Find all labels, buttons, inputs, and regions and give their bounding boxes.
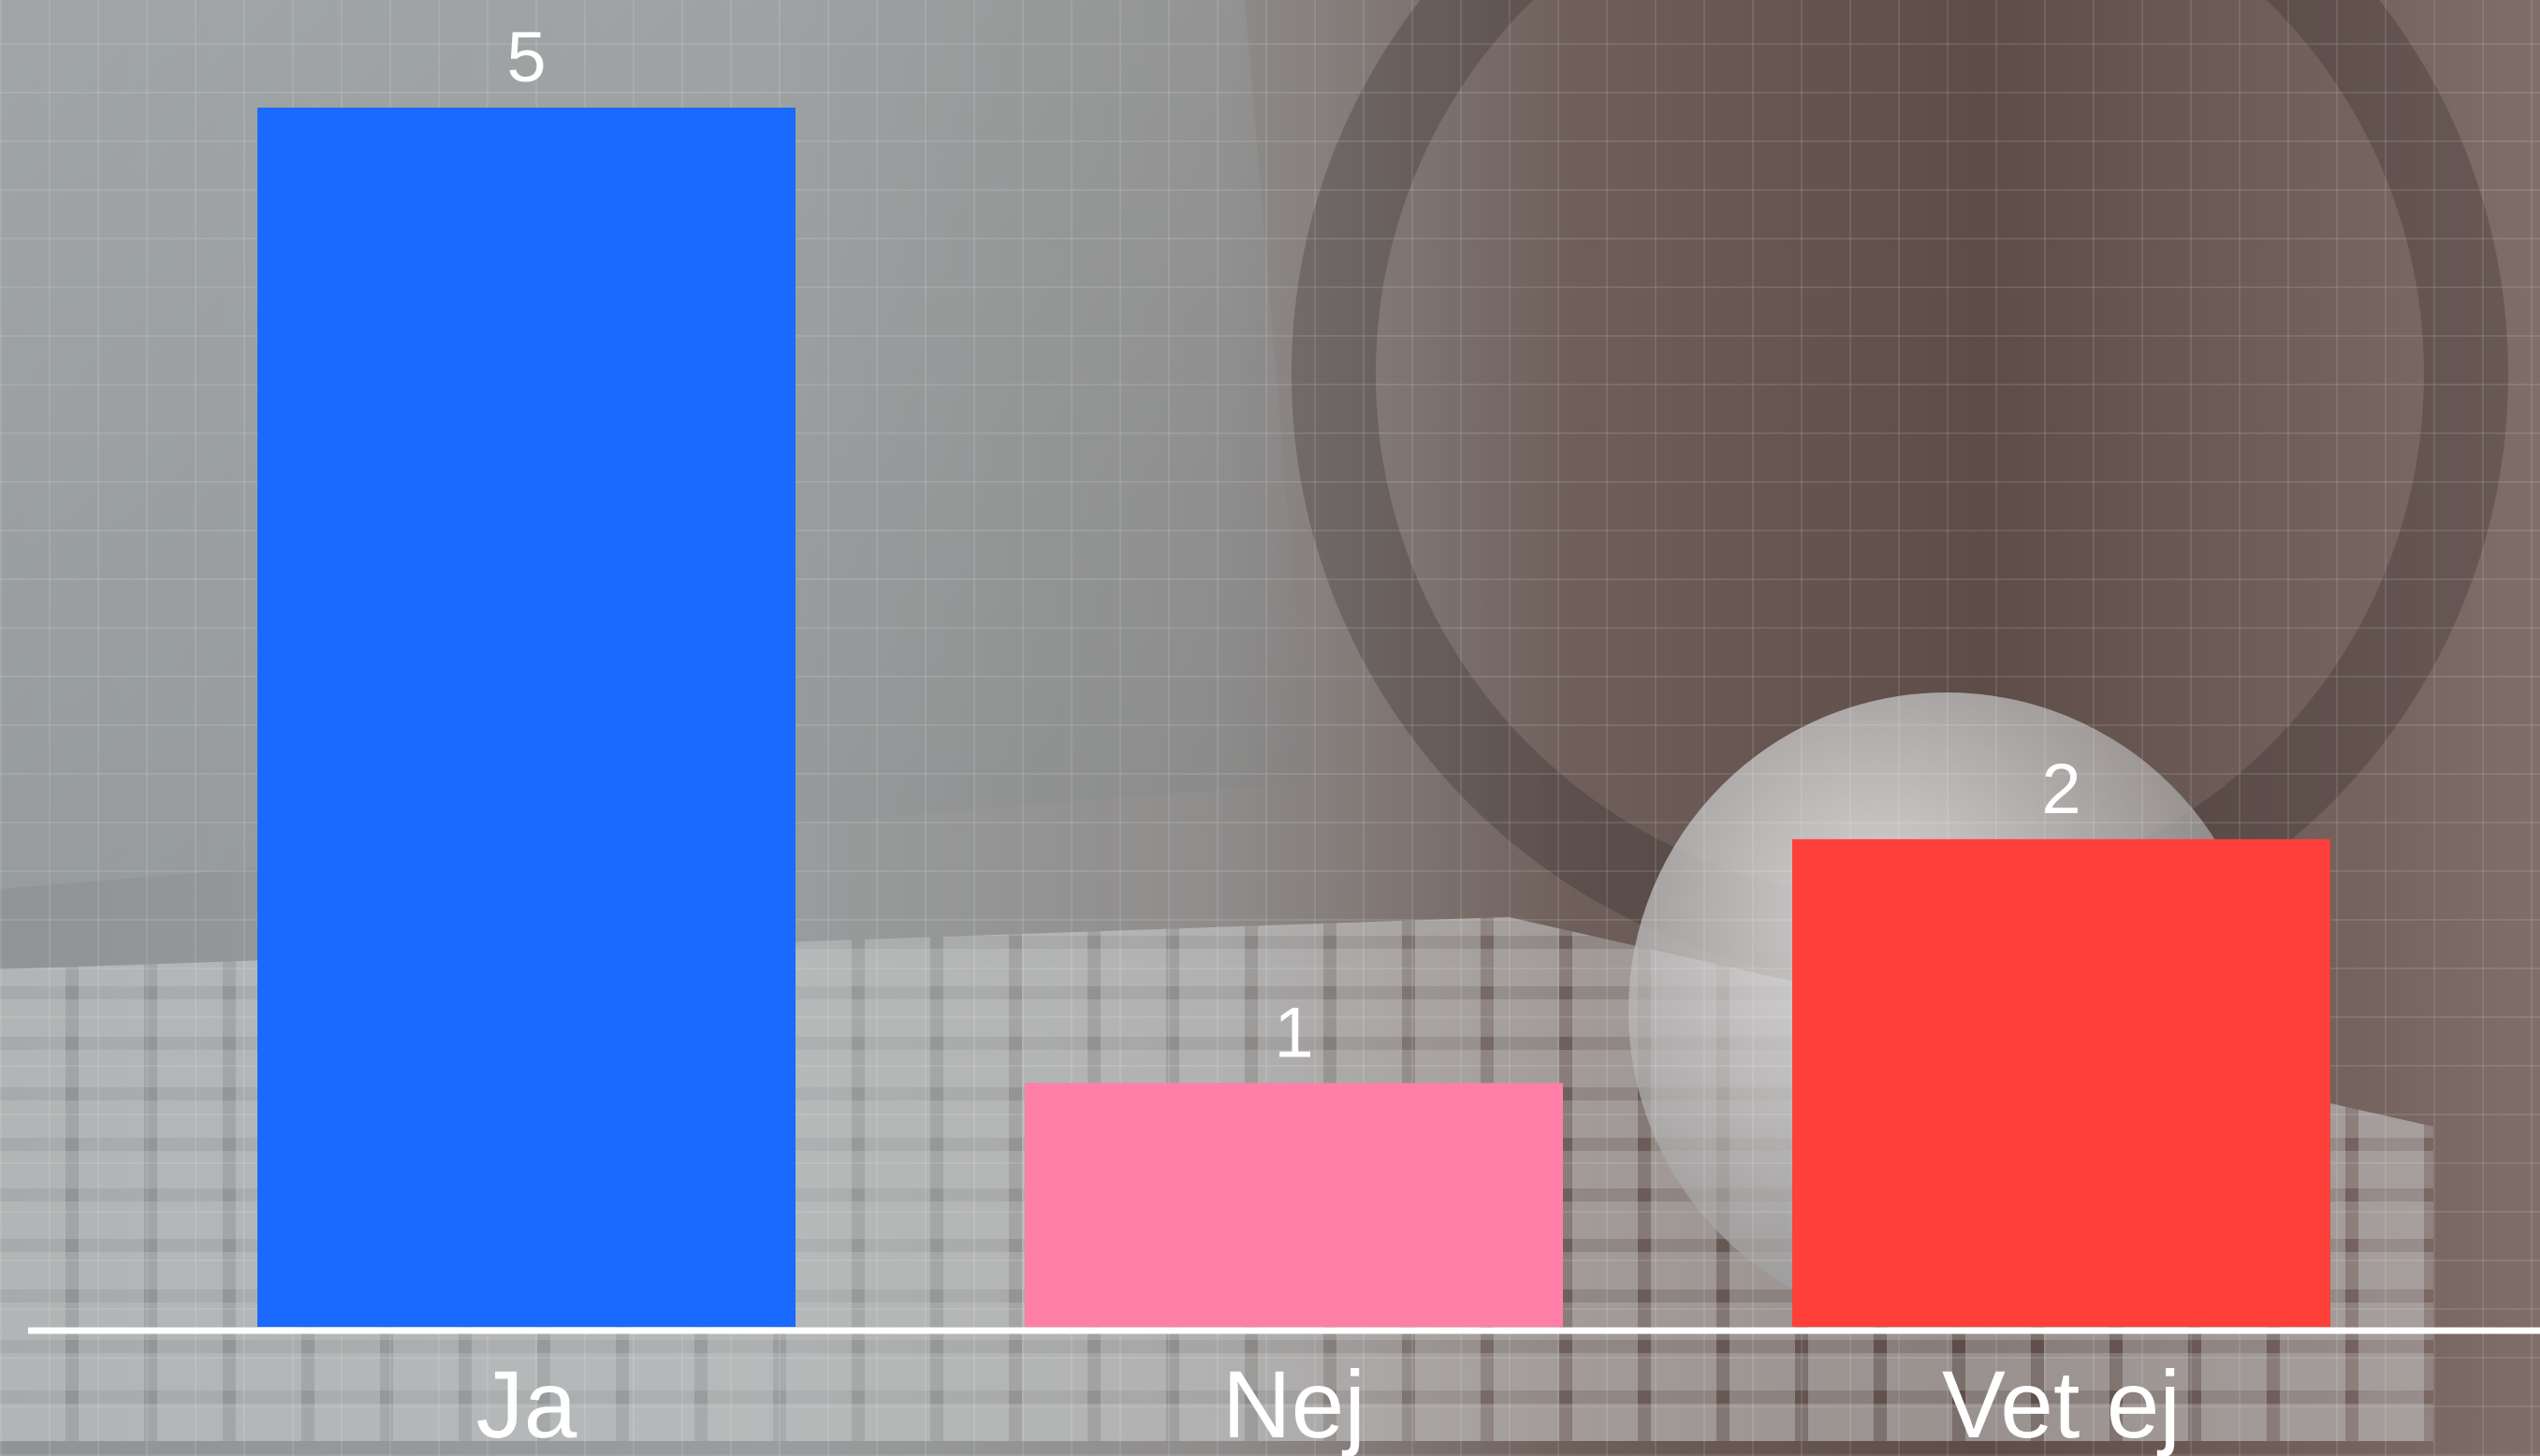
value-labels-group: 5 1 2 — [506, 18, 2080, 1072]
value-label-nej: 1 — [1274, 993, 1313, 1072]
value-label-ja: 5 — [506, 18, 546, 97]
tick-label-nej: Nej — [1222, 1351, 1365, 1456]
bar-nej — [1025, 1083, 1563, 1327]
tick-label-ja: Ja — [476, 1351, 577, 1456]
x-tick-labels-group: Ja Nej Vet ej — [476, 1351, 2181, 1456]
bar-vet-ej — [1792, 838, 2330, 1327]
tick-label-vet-ej: Vet ej — [1942, 1351, 2181, 1456]
bar-ja — [257, 108, 796, 1327]
value-label-vet-ej: 2 — [2041, 750, 2080, 829]
bars-group — [257, 108, 2330, 1327]
